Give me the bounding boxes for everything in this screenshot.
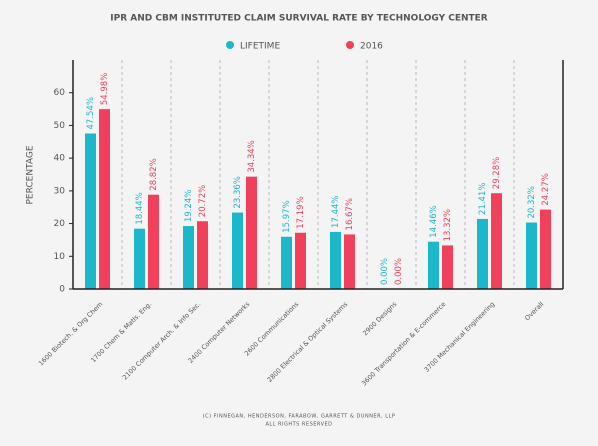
data-label: 18.44% <box>135 192 145 224</box>
bar <box>428 241 439 289</box>
data-label: 16.67% <box>345 198 355 230</box>
bar <box>232 212 243 289</box>
bar <box>197 221 208 289</box>
y-tick-label: 40 <box>54 154 66 164</box>
bar <box>442 245 453 289</box>
data-label: 20.72% <box>198 185 208 217</box>
data-label: 21.41% <box>478 183 488 215</box>
data-label: 23.36% <box>233 176 243 208</box>
bar <box>491 193 502 289</box>
y-axis-label: PERCENTAGE <box>26 145 36 204</box>
footnote: (C) FINNEGAN, HENDERSON, FARABOW, GARRET… <box>203 414 396 420</box>
legend-swatch <box>346 41 354 49</box>
data-label: 19.24% <box>184 190 194 222</box>
data-label: 14.46% <box>429 205 439 237</box>
data-label: 0.00% <box>394 258 404 285</box>
data-label: 17.19% <box>296 196 306 228</box>
legend-label: LIFETIME <box>240 42 280 52</box>
y-tick-label: 30 <box>54 186 66 196</box>
y-tick-label: 60 <box>54 88 66 98</box>
bar <box>148 194 159 289</box>
bar <box>344 234 355 289</box>
data-label: 0.00% <box>380 258 390 285</box>
bar <box>99 109 110 289</box>
data-label: 20.32% <box>527 186 537 218</box>
data-label: 34.34% <box>247 140 257 172</box>
footnote: ALL RIGHTS RESERVED <box>265 422 332 428</box>
y-tick-label: 50 <box>54 121 66 131</box>
legend-swatch <box>226 41 234 49</box>
bar <box>183 226 194 289</box>
chart-title: IPR AND CBM INSTITUTED CLAIM SURVIVAL RA… <box>110 14 488 24</box>
bar <box>134 228 145 289</box>
data-label: 29.28% <box>492 157 502 189</box>
data-label: 28.82% <box>149 158 159 190</box>
data-label: 47.54% <box>86 97 96 129</box>
data-label: 54.98% <box>100 73 110 105</box>
y-tick-label: 20 <box>54 219 66 229</box>
bar <box>540 209 551 289</box>
bar <box>246 176 257 289</box>
bar <box>477 218 488 289</box>
bar <box>85 133 96 289</box>
legend-label: 2016 <box>360 42 383 52</box>
y-tick-label: 0 <box>59 285 65 295</box>
bar <box>526 222 537 289</box>
bar <box>281 236 292 289</box>
data-label: 17.44% <box>331 196 341 228</box>
data-label: 15.97% <box>282 200 292 232</box>
bar <box>330 231 341 289</box>
bar <box>295 232 306 289</box>
data-label: 24.27% <box>541 173 551 205</box>
y-tick-label: 10 <box>54 252 66 262</box>
data-label: 13.32% <box>443 209 453 241</box>
